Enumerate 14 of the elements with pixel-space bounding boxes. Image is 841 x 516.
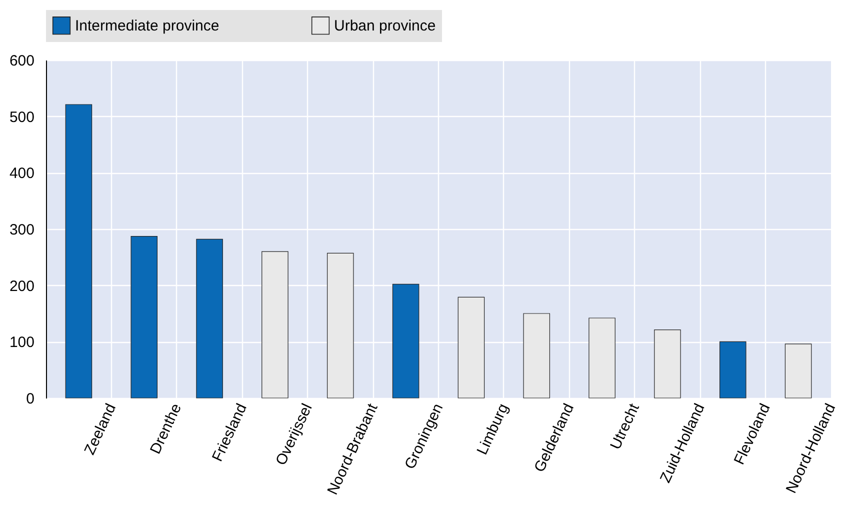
bar <box>392 284 420 398</box>
bar <box>719 341 746 398</box>
y-tick-label: 100 <box>9 334 34 352</box>
legend-label: Intermediate province <box>75 18 220 35</box>
bar <box>196 238 223 398</box>
y-tick-label: 500 <box>9 108 34 126</box>
y-tick-label: 0 <box>26 390 34 408</box>
y-tick-label: 600 <box>9 52 34 70</box>
bar <box>130 236 158 398</box>
y-tick-label: 400 <box>9 165 34 182</box>
bar <box>65 104 92 398</box>
legend-label: Urban province <box>334 18 436 35</box>
y-tick-label: 200 <box>9 278 34 295</box>
y-tick-label: 300 <box>9 222 34 238</box>
